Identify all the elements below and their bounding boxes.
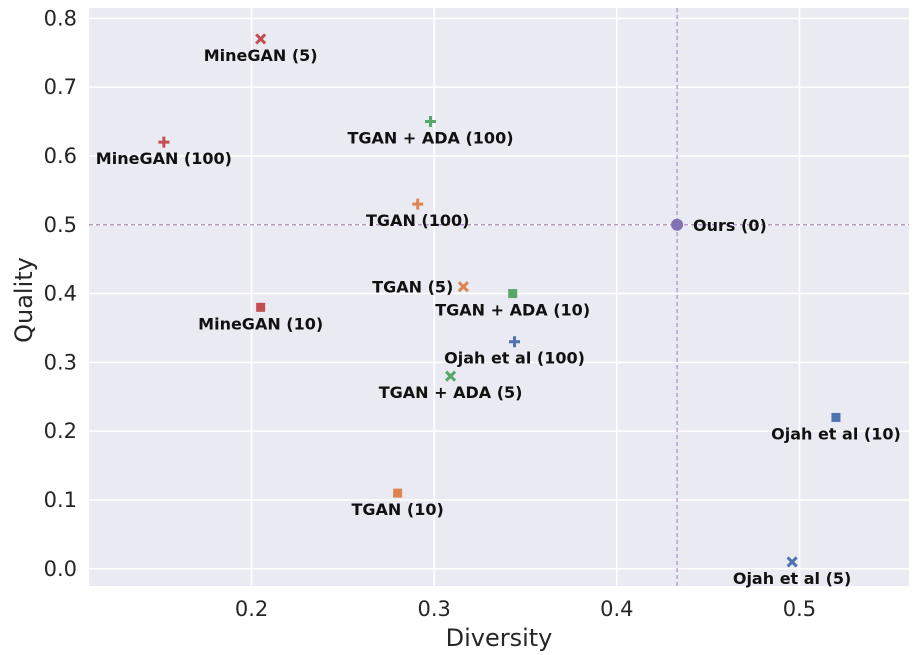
y-tick-label: 0.1 [44, 488, 77, 512]
point-ojah-et-al-100 [509, 336, 521, 348]
label-tgan-10: TGAN (10) [352, 500, 444, 519]
x-axis-label: Diversity [446, 624, 553, 652]
point-labels: MineGAN (5) MineGAN (100) MineGAN (10) TGAN… [96, 46, 901, 588]
data-points [158, 33, 841, 568]
label-minegan-10: MineGAN (10) [198, 314, 323, 333]
point-ojah-et-al-5 [786, 556, 798, 568]
label-tgan-ada-10: TGAN + ADA (10) [435, 301, 590, 320]
label-ojah-et-al-5: Ojah et al (5) [733, 569, 852, 588]
y-tick-label: 0.7 [44, 75, 77, 99]
point-ojah-et-al-10 [831, 412, 841, 422]
label-ojah-et-al-10: Ojah et al (10) [771, 424, 901, 443]
y-tick-label: 0.4 [44, 282, 77, 306]
y-tick-label: 0.8 [44, 6, 77, 30]
label-ojah-et-al-100: Ojah et al (100) [444, 349, 585, 368]
point-tgan-ada-10 [508, 289, 518, 299]
point-tgan-5 [457, 281, 469, 293]
y-axis-ticks: 0.0 0.1 0.2 0.3 0.4 0.5 0.6 0.7 0.8 [44, 6, 77, 580]
point-tgan-10 [393, 488, 403, 498]
y-tick-label: 0.3 [44, 350, 77, 374]
point-minegan-5 [255, 33, 267, 45]
y-tick-label: 0.2 [44, 419, 77, 443]
point-tgan-100 [412, 198, 424, 210]
x-tick-label: 0.3 [417, 597, 450, 621]
y-tick-label: 0.5 [44, 213, 77, 237]
y-tick-label: 0.0 [44, 557, 77, 581]
point-tgan-ada-5 [445, 370, 457, 382]
x-axis-ticks: 0.2 0.3 0.4 0.5 [235, 597, 816, 621]
label-ours-0: Ours (0) [693, 216, 767, 235]
y-tick-label: 0.6 [44, 144, 77, 168]
point-minegan-100 [158, 136, 170, 148]
point-minegan-10 [256, 302, 266, 312]
plot-area [89, 8, 909, 586]
x-tick-label: 0.5 [783, 597, 816, 621]
label-minegan-100: MineGAN (100) [96, 149, 232, 168]
label-tgan-100: TGAN (100) [366, 211, 469, 230]
label-tgan-5: TGAN (5) [372, 278, 453, 297]
y-axis-label: Quality [10, 257, 38, 343]
label-tgan-ada-100: TGAN + ADA (100) [348, 129, 514, 148]
reference-lines [89, 8, 909, 586]
point-ours-0 [671, 218, 684, 231]
label-tgan-ada-5: TGAN + ADA (5) [379, 383, 523, 402]
x-tick-label: 0.2 [235, 597, 268, 621]
x-tick-label: 0.4 [600, 597, 633, 621]
point-tgan-ada-100 [425, 116, 437, 128]
label-minegan-5: MineGAN (5) [204, 46, 318, 65]
